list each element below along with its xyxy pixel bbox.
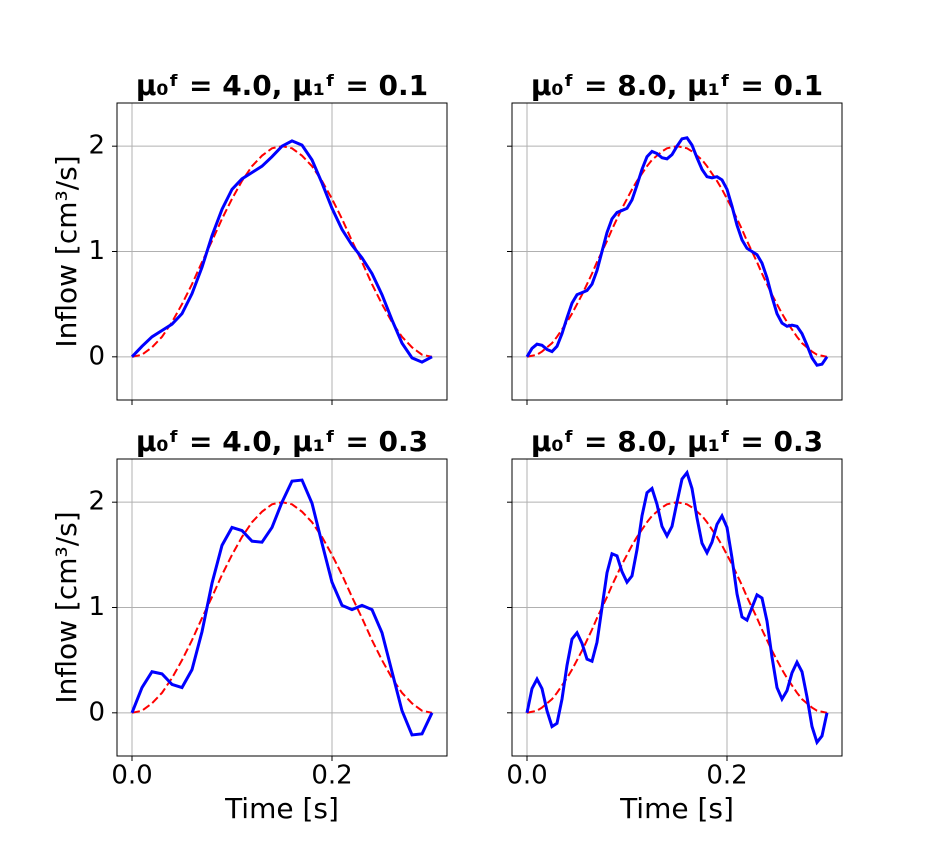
y-tick-label: 1: [88, 236, 105, 266]
subplot: 0 1 2 0.0 0.2 μ₀ᶠ = 4.0, μ₁ᶠ = 0.3 Inflow [cm³…: [50, 425, 448, 825]
axes-frame: [511, 458, 843, 757]
subplot: 0.0 0.2 μ₀ᶠ = 8.0, μ₁ᶠ = 0.3 Time [s]: [506, 425, 843, 825]
x-tick-label: 0.2: [706, 761, 747, 791]
subplot: μ₀ᶠ = 8.0, μ₁ᶠ = 0.1: [507, 69, 843, 405]
x-tick-label: 0.0: [111, 761, 152, 791]
y-axis-label: Inflow [cm³/s]: [50, 511, 83, 703]
subplot-title: μ₀ᶠ = 8.0, μ₁ᶠ = 0.3: [531, 425, 823, 458]
axes-frame: [116, 102, 448, 401]
subplot: 0 1 2 μ₀ᶠ = 4.0, μ₁ᶠ = 0.1 Inflow [cm³/s]: [50, 69, 448, 405]
y-tick-label: 1: [88, 592, 105, 622]
data-line: [130, 478, 434, 737]
y-tick-label: 0: [88, 697, 105, 727]
axes-frame: [116, 458, 448, 757]
x-tick-label: 0.0: [506, 761, 547, 791]
data-line: [130, 139, 433, 364]
subplot-title: μ₀ᶠ = 8.0, μ₁ᶠ = 0.1: [531, 69, 823, 102]
y-tick-label: 2: [88, 487, 105, 517]
x-axis-label: Time [s]: [619, 792, 734, 825]
data-line: [525, 469, 829, 746]
x-axis-label: Time [s]: [224, 792, 339, 825]
y-tick-label: 2: [88, 131, 105, 161]
axes-frame: [511, 102, 843, 401]
subplot-title: μ₀ᶠ = 4.0, μ₁ᶠ = 0.1: [136, 69, 428, 102]
data-line: [525, 136, 829, 367]
x-tick-label: 0.2: [311, 761, 352, 791]
y-tick-label: 0: [88, 341, 105, 371]
subplot-title: μ₀ᶠ = 4.0, μ₁ᶠ = 0.3: [136, 425, 428, 458]
y-axis-label: Inflow [cm³/s]: [50, 155, 83, 347]
